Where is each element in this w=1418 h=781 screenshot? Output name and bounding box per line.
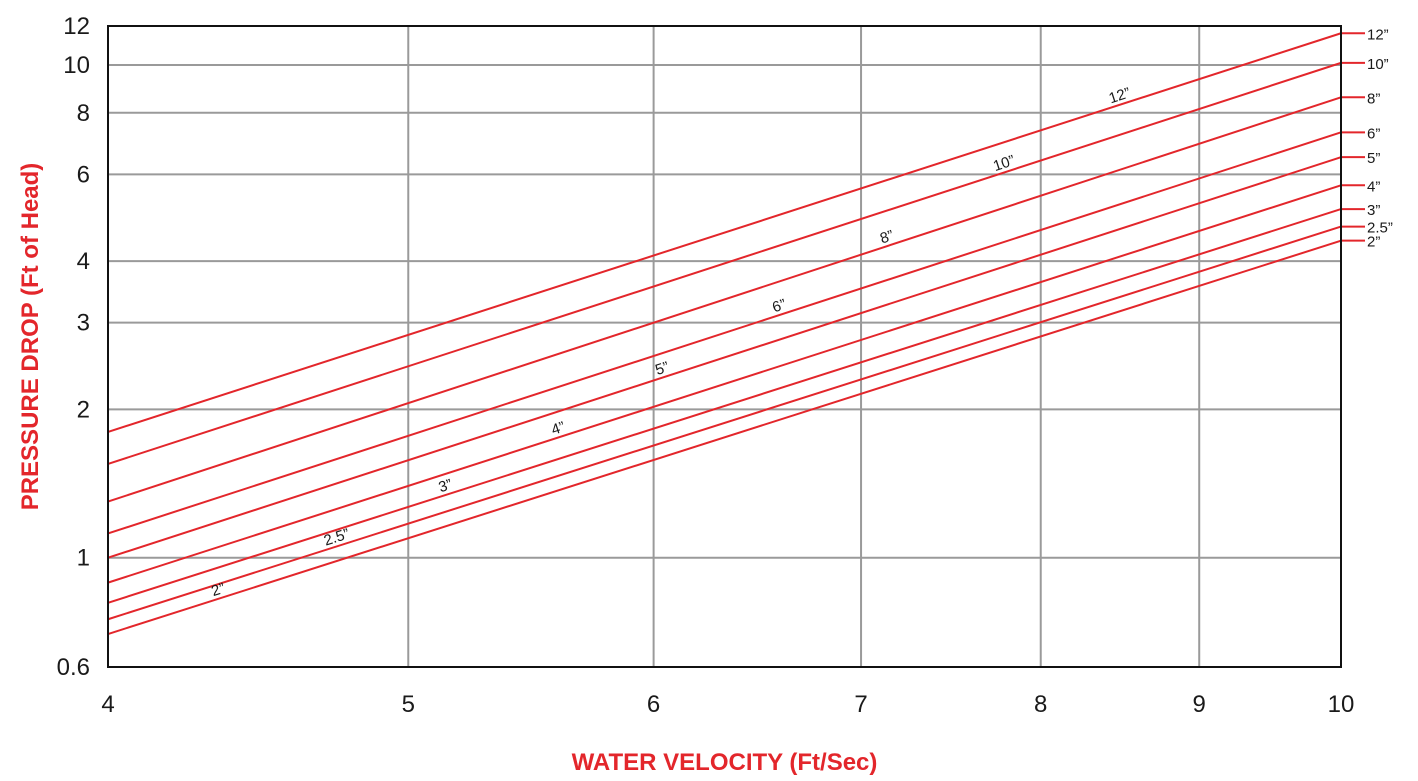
y-tick-0-6: 0.6 [57,654,90,681]
y-tick-3: 3 [77,310,90,337]
series-right-label-12: 12” [1367,26,1389,43]
series-line-5 [107,156,1342,559]
series-line-4 [107,184,1342,584]
series-line-2 [107,239,1342,635]
x-tick-7: 7 [854,691,867,718]
series-inline-label-2-5: 2.5” [322,525,352,549]
y-tick-6: 6 [77,161,90,188]
series-inline-labels: 2” 2.5” 3” 4” 5” 6” 8” 10” 12” [209,84,1132,600]
series-right-label-2-5: 2.5” [1367,220,1393,237]
y-tick-12: 12 [63,13,90,40]
series-line-10 [107,61,1342,465]
series-inline-label-2: 2” [209,580,227,600]
y-tick-1: 1 [77,545,90,572]
x-tick-9: 9 [1193,691,1206,718]
series-right-label-10: 10” [1367,56,1389,73]
y-tick-8: 8 [77,100,90,127]
series-right-label-4: 4” [1367,178,1380,195]
x-tick-5: 5 [402,691,415,718]
series-line-12 [107,32,1342,433]
series-right-labels: 2”2.5”3” 4” 5” 6” 8” 10” 12” [1367,26,1393,250]
series-lines [107,32,1365,635]
x-axis-label: WATER VELOCITY (Ft/Sec) [572,749,878,776]
y-axis-label: PRESSURE DROP (Ft of Head) [17,163,44,511]
y-tick-2: 2 [77,396,90,423]
x-tick-10: 10 [1328,691,1355,718]
series-inline-label-10: 10” [991,152,1017,175]
series-inline-label-12: 12” [1107,84,1133,107]
x-tick-4: 4 [101,691,114,718]
x-tick-6: 6 [647,691,660,718]
x-tick-labels: 4 5 6 7 8 9 10 [101,691,1354,718]
series-inline-label-5: 5” [653,359,671,379]
series-right-label-2: 2” [1367,234,1380,251]
plot-frame [107,25,1342,668]
series-line-3 [107,208,1342,604]
series-right-label-5: 5” [1367,150,1380,167]
series-line-6 [107,131,1342,535]
series-right-label-6: 6” [1367,125,1380,142]
x-tick-8: 8 [1034,691,1047,718]
series-inline-label-8: 8” [878,227,896,247]
y-tick-4: 4 [77,248,90,275]
series-inline-label-3: 3” [437,476,455,496]
series-inline-label-4: 4” [549,419,567,439]
series-right-label-8: 8” [1367,90,1380,107]
series-inline-label-6: 6” [770,296,788,316]
series-line-8 [107,96,1342,503]
series-right-label-3: 3” [1367,202,1380,219]
y-tick-10: 10 [63,52,90,79]
grid-lines [108,26,1341,667]
series-line-2-5 [107,225,1342,621]
